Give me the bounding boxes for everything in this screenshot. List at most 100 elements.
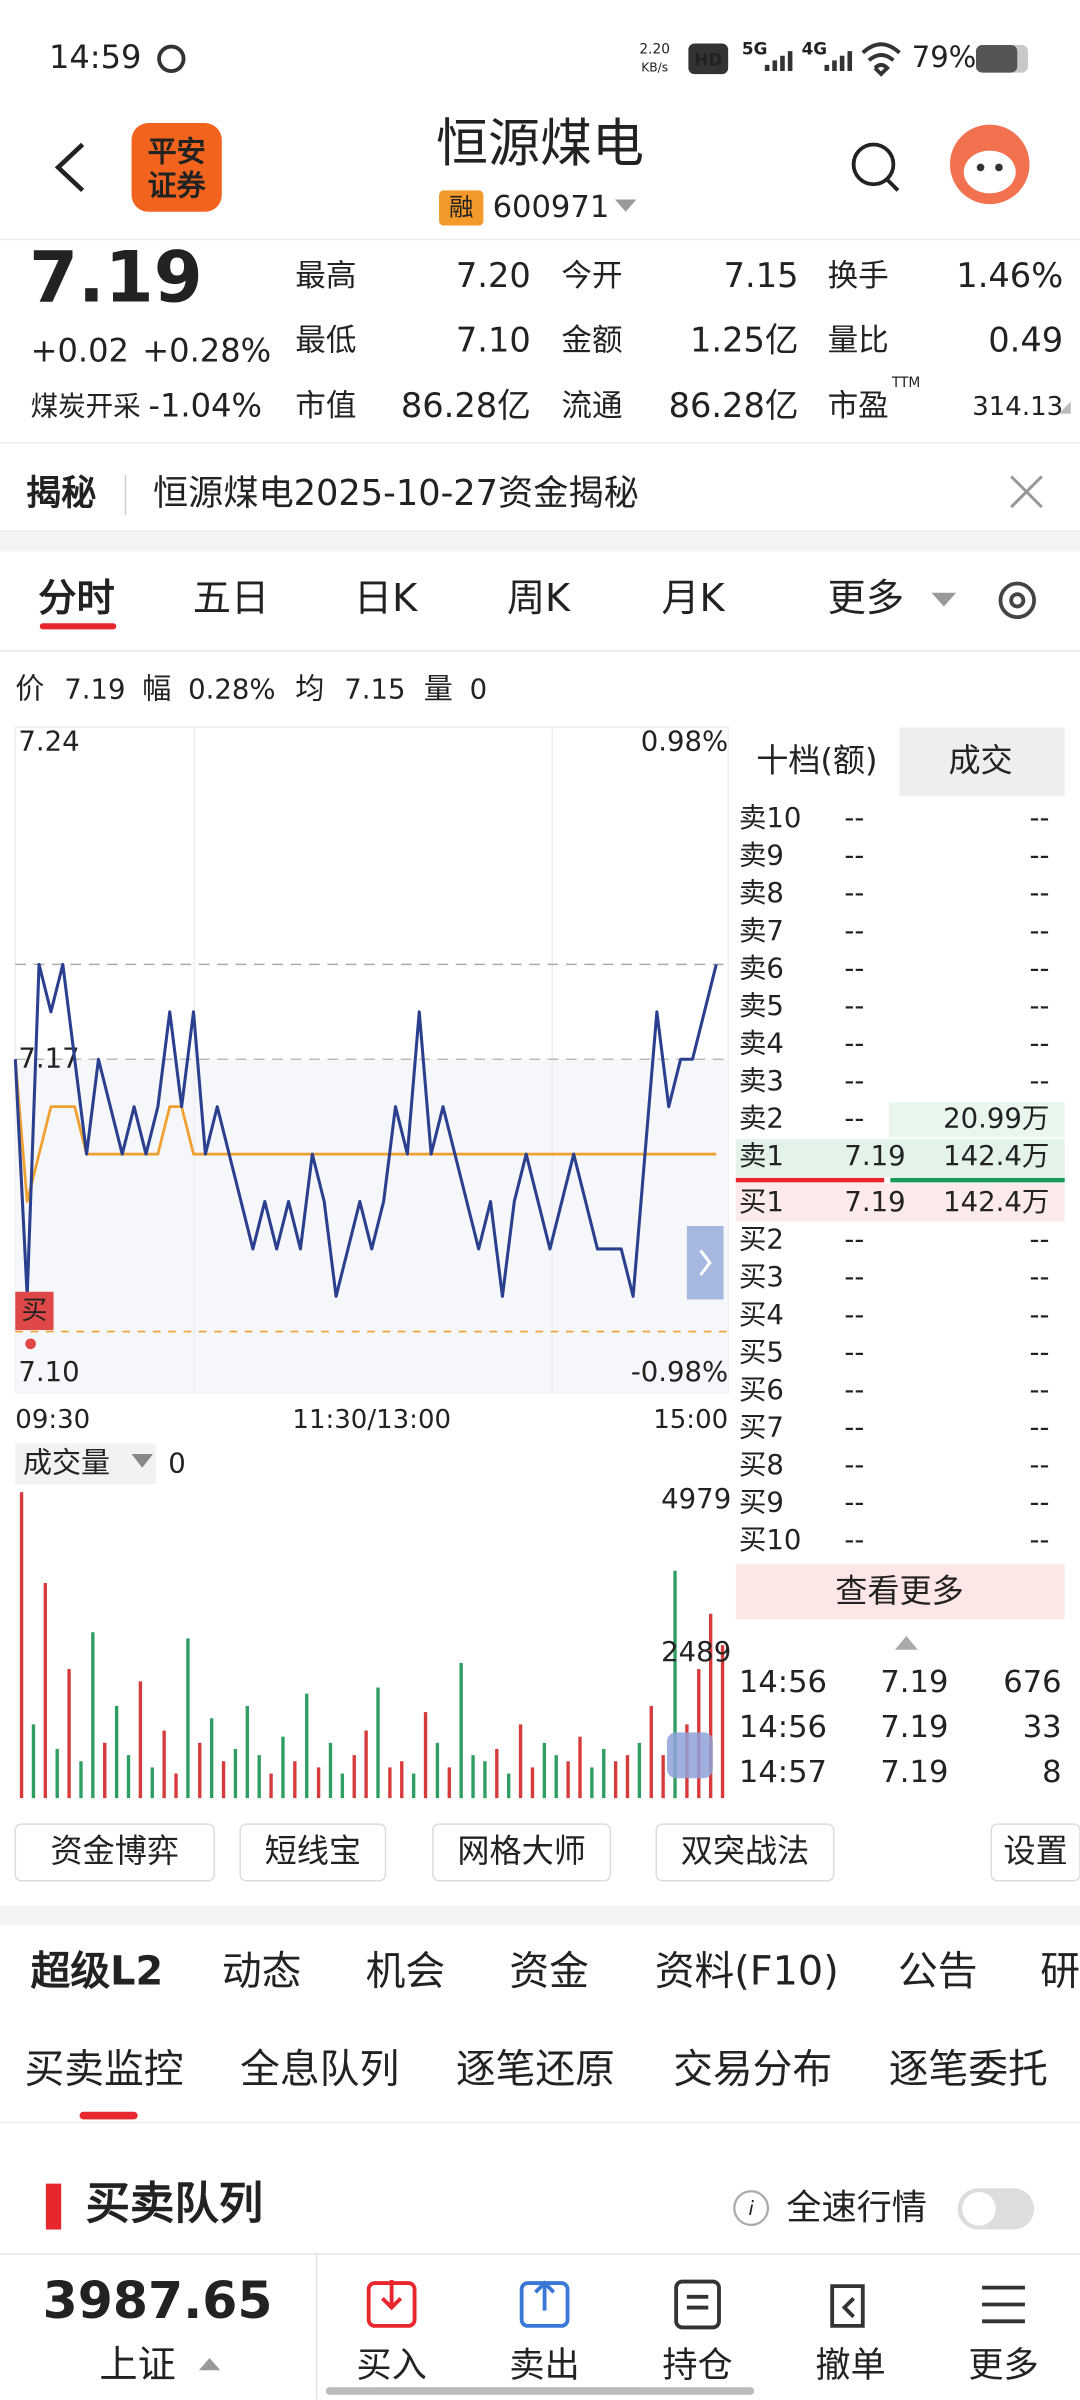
- nav-item[interactable]: 撤单: [815, 2284, 886, 2386]
- book-amount: --: [1030, 1224, 1050, 1256]
- book-price: --: [844, 802, 864, 834]
- book-tab[interactable]: 十档(额): [756, 741, 877, 779]
- nav-item[interactable]: 卖出: [509, 2280, 580, 2386]
- y-tick-label: 7.17: [18, 1042, 79, 1074]
- book-level: 买8: [739, 1449, 784, 1481]
- trade-price: 7.19: [880, 1665, 948, 1700]
- sub-tab[interactable]: 逐笔还原: [456, 2046, 615, 2092]
- x-tick-label: 09:30: [15, 1405, 90, 1435]
- zoom-button[interactable]: [666, 1732, 713, 1779]
- series-line: [13, 1059, 717, 1203]
- collapse-arrow[interactable]: [894, 1635, 918, 1650]
- tool-button[interactable]: [239, 1823, 387, 1882]
- nav-item[interactable]: 持仓: [662, 2279, 733, 2387]
- volume-bar: [388, 1767, 392, 1799]
- volume-selector[interactable]: [15, 1443, 157, 1485]
- more-dropdown[interactable]: [931, 592, 957, 607]
- book-level: 卖8: [739, 877, 784, 909]
- volume-bar: [67, 1669, 71, 1799]
- volume-bar: [352, 1755, 356, 1799]
- stat-value: 7.15: [724, 256, 799, 295]
- notice-text[interactable]: 恒源煤电2025-10-27资金揭秘: [153, 473, 639, 514]
- book-price: 7.19: [844, 1140, 905, 1172]
- sub-tab[interactable]: 买卖监控: [24, 2046, 183, 2092]
- book-amount: --: [1030, 802, 1050, 834]
- volume-bar: [708, 1613, 713, 1799]
- section-tab[interactable]: 机会: [366, 1949, 446, 1995]
- trade-price: 7.19: [880, 1755, 948, 1790]
- book-tab[interactable]: 成交: [948, 741, 1012, 779]
- book-amount: --: [1030, 1028, 1050, 1060]
- section-tab[interactable]: 动态: [222, 1949, 302, 1995]
- section-tab[interactable]: 资料(F10): [655, 1949, 839, 1995]
- volume-bar: [269, 1773, 273, 1799]
- chart-tab[interactable]: 周K: [507, 577, 571, 621]
- chart-tab[interactable]: 分时: [38, 577, 114, 621]
- settings-text: 设置: [1004, 1832, 1068, 1870]
- margin-badge: [439, 190, 484, 226]
- volume-bar: [340, 1773, 345, 1799]
- volume-bar: [174, 1773, 178, 1799]
- stat-value: 7.10: [456, 320, 531, 359]
- stat-label: 量比: [828, 323, 889, 358]
- avatar-button[interactable]: [949, 124, 1030, 205]
- section-tab[interactable]: 超级L2: [31, 1949, 164, 1995]
- tool-button[interactable]: [655, 1823, 835, 1882]
- info-icon[interactable]: [733, 2190, 770, 2227]
- stat-label: 今开: [561, 259, 622, 294]
- volume-bar: [221, 1761, 226, 1799]
- book-amount: --: [1030, 1411, 1050, 1443]
- book-level: 买1: [739, 1186, 784, 1218]
- sub-tab[interactable]: 逐笔委托: [889, 2046, 1048, 2092]
- nav-label: 撤单: [815, 2345, 885, 2386]
- index-name[interactable]: 上证: [99, 2344, 175, 2388]
- expand-corner[interactable]: [1058, 401, 1071, 414]
- section-tab[interactable]: 研: [1040, 1949, 1080, 1995]
- nav-item[interactable]: 更多: [968, 2285, 1039, 2387]
- section-tab[interactable]: 公告: [898, 1949, 978, 1995]
- index-value[interactable]: 3987.65: [43, 2271, 273, 2330]
- nav-item[interactable]: 买入: [356, 2280, 427, 2386]
- book-level: 卖1: [739, 1140, 784, 1172]
- more-button[interactable]: [735, 1564, 1065, 1620]
- settings-gear[interactable]: [998, 581, 1037, 620]
- chart-tab[interactable]: 月K: [661, 577, 725, 621]
- nav-icon: [830, 2284, 865, 2328]
- info-label: 幅: [142, 672, 171, 706]
- volume-bar: [55, 1748, 59, 1799]
- volume-bar: [31, 1724, 36, 1799]
- chart-tab[interactable]: 更多: [828, 577, 904, 621]
- tool-button[interactable]: [432, 1823, 612, 1882]
- buy-dot: [25, 1338, 36, 1350]
- series-line: [13, 962, 718, 1298]
- back-button[interactable]: [54, 142, 85, 193]
- chart-tab[interactable]: 五日: [193, 577, 269, 621]
- volume-bar: [19, 1492, 24, 1799]
- close-notice[interactable]: [1010, 475, 1043, 509]
- sub-tab[interactable]: 全息队列: [240, 2046, 399, 2092]
- y-tick-label: 2489: [661, 1636, 731, 1668]
- section-tab[interactable]: 资金: [509, 1949, 589, 1995]
- y2-tick-label: 0.98%: [641, 726, 728, 758]
- search-button[interactable]: [851, 142, 900, 192]
- code-dropdown[interactable]: [614, 199, 637, 212]
- tool-button[interactable]: [14, 1823, 215, 1882]
- tool-text: 短线宝: [265, 1832, 361, 1870]
- tool-bar: 资金博弈 短线宝 网格大师 双突战法: [14, 1823, 835, 1882]
- quote-stats: 最高 7.20 今开 7.15 换手 1.46% 最低 7.10 金额 1.25亿 量比 0.49 市值…: [295, 256, 1063, 425]
- x-tick-label: 11:30/13:00: [292, 1405, 451, 1435]
- book-price: --: [844, 1224, 864, 1256]
- volume-bar: [400, 1761, 404, 1799]
- expand-tab[interactable]: [686, 1226, 724, 1300]
- settings-button[interactable]: [990, 1823, 1080, 1882]
- chart-tab[interactable]: 日K: [354, 577, 418, 621]
- nav-icon: [381, 2280, 403, 2311]
- volume-bar: [305, 1693, 309, 1799]
- nav-label: 买入: [356, 2345, 426, 2386]
- section-marker: [45, 2183, 62, 2230]
- book-amount: --: [1030, 1065, 1050, 1097]
- volume-bar: [186, 1638, 190, 1799]
- sub-tab[interactable]: 交易分布: [673, 2046, 832, 2092]
- buy-marker[interactable]: [15, 1291, 54, 1331]
- status-time: 14:59: [49, 38, 142, 76]
